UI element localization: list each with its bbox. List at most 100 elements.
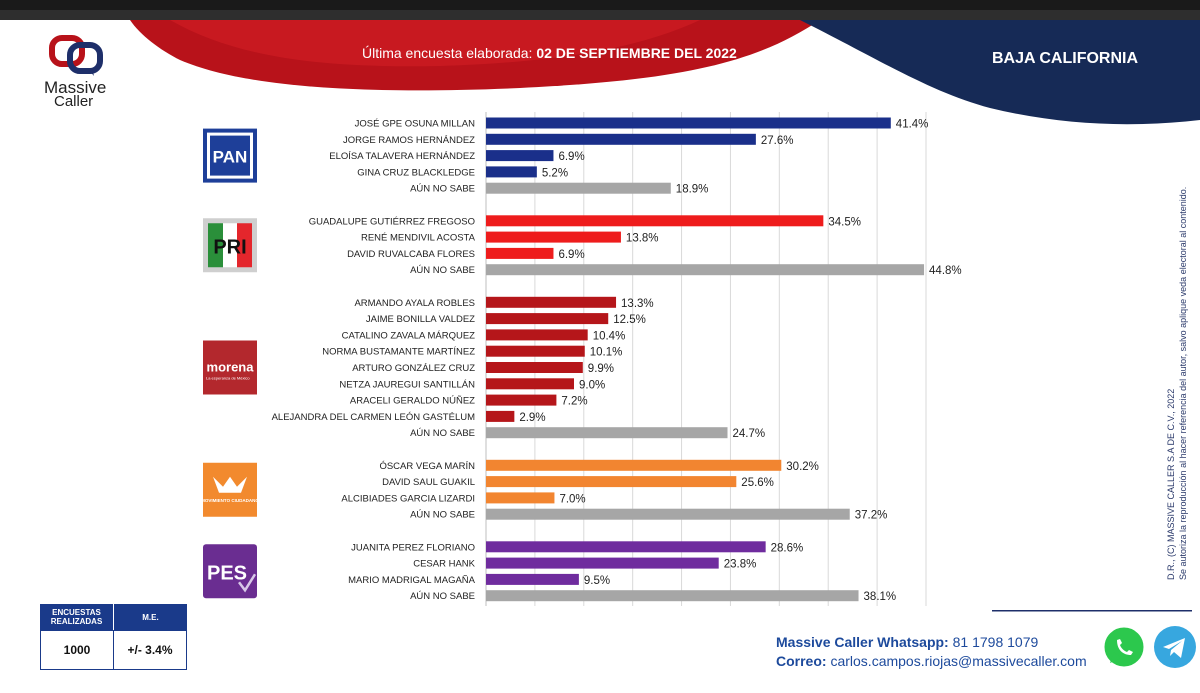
bar bbox=[486, 150, 554, 162]
pri-logo-red bbox=[237, 223, 252, 268]
whatsapp-icon[interactable] bbox=[1099, 622, 1149, 672]
data-label: 41.4% bbox=[896, 119, 929, 131]
email-address[interactable]: carlos.campos.riojas@massivecaller.com bbox=[830, 653, 1087, 669]
title-date: 02 DE SEPTIEMBRE DEL 2022 bbox=[536, 45, 737, 61]
candidate-label: JORGE RAMOS HERNÁNDEZ bbox=[343, 135, 475, 146]
candidate-label: JAIME BONILLA VALDEZ bbox=[366, 314, 475, 325]
data-label: 10.1% bbox=[590, 347, 623, 359]
massive-caller-logo-icon bbox=[49, 35, 103, 76]
bar bbox=[486, 378, 574, 390]
bar bbox=[486, 541, 766, 553]
data-label: 44.8% bbox=[929, 265, 962, 277]
candidate-label: AÚN NO SABE bbox=[410, 265, 475, 276]
candidate-label: CESAR HANK bbox=[413, 559, 475, 570]
bar bbox=[486, 117, 891, 129]
title-prefix: Última encuesta elaborada: bbox=[362, 45, 533, 61]
top-shadow bbox=[0, 10, 1200, 20]
margin-value: +/- 3.4% bbox=[113, 630, 187, 670]
telegram-icon[interactable] bbox=[1152, 624, 1198, 670]
candidate-label: ARMANDO AYALA ROBLES bbox=[354, 298, 475, 309]
bar bbox=[486, 557, 719, 569]
data-label: 13.8% bbox=[626, 233, 659, 245]
bar bbox=[486, 264, 925, 276]
candidate-label: DAVID SAUL GUAKIL bbox=[382, 477, 475, 488]
copyright-line2: Se autoriza la reproducción al hacer ref… bbox=[1178, 186, 1188, 580]
bar bbox=[486, 329, 588, 341]
bar bbox=[486, 459, 782, 471]
brand-name-line2: Caller bbox=[54, 93, 94, 110]
bar bbox=[486, 182, 671, 194]
candidate-label: NETZA JAUREGUI SANTILLÁN bbox=[339, 379, 475, 390]
bar bbox=[486, 345, 585, 357]
bar bbox=[486, 410, 515, 422]
survey-info-table: ENCUESTAS REALIZADAS M.E. 1000 +/- 3.4% bbox=[40, 604, 187, 670]
candidate-label: ALCIBIADES GARCIA LIZARDI bbox=[341, 493, 475, 504]
copyright-note: D.R., (C) MASSIVE CALLER S.A DE C.V., 20… bbox=[1165, 160, 1189, 580]
header-red-highlight bbox=[170, 20, 700, 67]
data-label: 10.4% bbox=[593, 330, 626, 342]
morena-logo-text: morena bbox=[207, 360, 255, 375]
whatsapp-number[interactable]: 81 1798 1079 bbox=[952, 634, 1039, 650]
bar bbox=[486, 590, 859, 602]
footer-divider bbox=[992, 610, 1192, 612]
candidate-label: AÚN NO SABE bbox=[410, 591, 475, 602]
surveys-header: ENCUESTAS REALIZADAS bbox=[40, 604, 113, 630]
data-label: 12.5% bbox=[613, 314, 646, 326]
margin-header: M.E. bbox=[114, 604, 187, 630]
surveys-count: 1000 bbox=[40, 630, 114, 670]
whatsapp-label: Massive Caller Whatsapp: bbox=[776, 634, 949, 650]
mc-eagle-shape bbox=[213, 476, 247, 493]
data-label: 25.6% bbox=[741, 477, 774, 489]
pri-logo-white bbox=[223, 223, 237, 268]
bar bbox=[486, 362, 583, 373]
survey-title: Última encuesta elaborada: 02 DE SEPTIEM… bbox=[362, 45, 737, 61]
pan-logo-core bbox=[210, 135, 250, 176]
bar bbox=[486, 492, 555, 504]
candidate-label: CATALINO ZAVALA MÁRQUEZ bbox=[342, 330, 476, 341]
candidate-label: RENÉ MENDIVIL ACOSTA bbox=[361, 233, 476, 244]
bar bbox=[486, 133, 756, 145]
data-label: 9.9% bbox=[588, 363, 614, 375]
data-label: 37.2% bbox=[855, 510, 888, 522]
candidate-label: GINA CRUZ BLACKLEDGE bbox=[357, 167, 475, 178]
data-label: 7.0% bbox=[559, 493, 585, 505]
pes-check-icon bbox=[238, 573, 257, 593]
header-banner bbox=[130, 20, 1200, 125]
bar bbox=[486, 476, 737, 488]
bar bbox=[486, 313, 609, 325]
data-label: 6.9% bbox=[558, 249, 584, 261]
data-label: 6.9% bbox=[558, 151, 584, 163]
candidate-label: MARIO MADRIGAL MAGAÑA bbox=[348, 575, 476, 586]
bar bbox=[486, 231, 621, 243]
pes-logo-text: PES bbox=[207, 562, 247, 584]
region-title: BAJA CALIFORNIA bbox=[991, 50, 1139, 67]
bar bbox=[486, 166, 537, 178]
brand-name-line1: Massive bbox=[44, 78, 107, 97]
bar bbox=[486, 427, 728, 439]
candidate-label: JUANITA PEREZ FLORIANO bbox=[351, 542, 475, 553]
data-label: 9.5% bbox=[584, 575, 610, 587]
candidate-label: ALEJANDRA DEL CARMEN LEÓN GASTÉLUM bbox=[272, 412, 476, 423]
morena-logo-subtext: La esperanza de México bbox=[206, 376, 250, 381]
data-label: 5.2% bbox=[542, 167, 568, 179]
candidate-label: GUADALUPE GUTIÉRREZ FREGOSO bbox=[309, 216, 475, 227]
email-line: Correo: carlos.campos.riojas@massivecall… bbox=[776, 653, 1087, 669]
data-label: 7.2% bbox=[561, 396, 587, 408]
bar bbox=[486, 508, 850, 520]
pes-logo-icon bbox=[203, 544, 257, 599]
candidate-label: DAVID RUVALCABA FLORES bbox=[347, 249, 475, 260]
bar bbox=[486, 573, 579, 585]
data-label: 23.8% bbox=[724, 559, 757, 571]
candidate-label: ARTURO GONZÁLEZ CRUZ bbox=[352, 363, 475, 374]
morena-logo-icon bbox=[203, 340, 257, 395]
candidate-label: AÚN NO SABE bbox=[410, 428, 475, 439]
copyright-line1: D.R., (C) MASSIVE CALLER S.A DE C.V., 20… bbox=[1166, 388, 1176, 580]
data-label: 27.6% bbox=[761, 135, 794, 147]
bar bbox=[486, 394, 557, 406]
data-label: 2.9% bbox=[519, 412, 545, 424]
candidate-label: ARACELI GERALDO NÚÑEZ bbox=[350, 396, 475, 407]
candidate-label: JOSÉ GPE OSUNA MILLAN bbox=[355, 119, 476, 130]
email-label: Correo: bbox=[776, 653, 827, 669]
pri-logo-text: PRI bbox=[213, 236, 246, 258]
